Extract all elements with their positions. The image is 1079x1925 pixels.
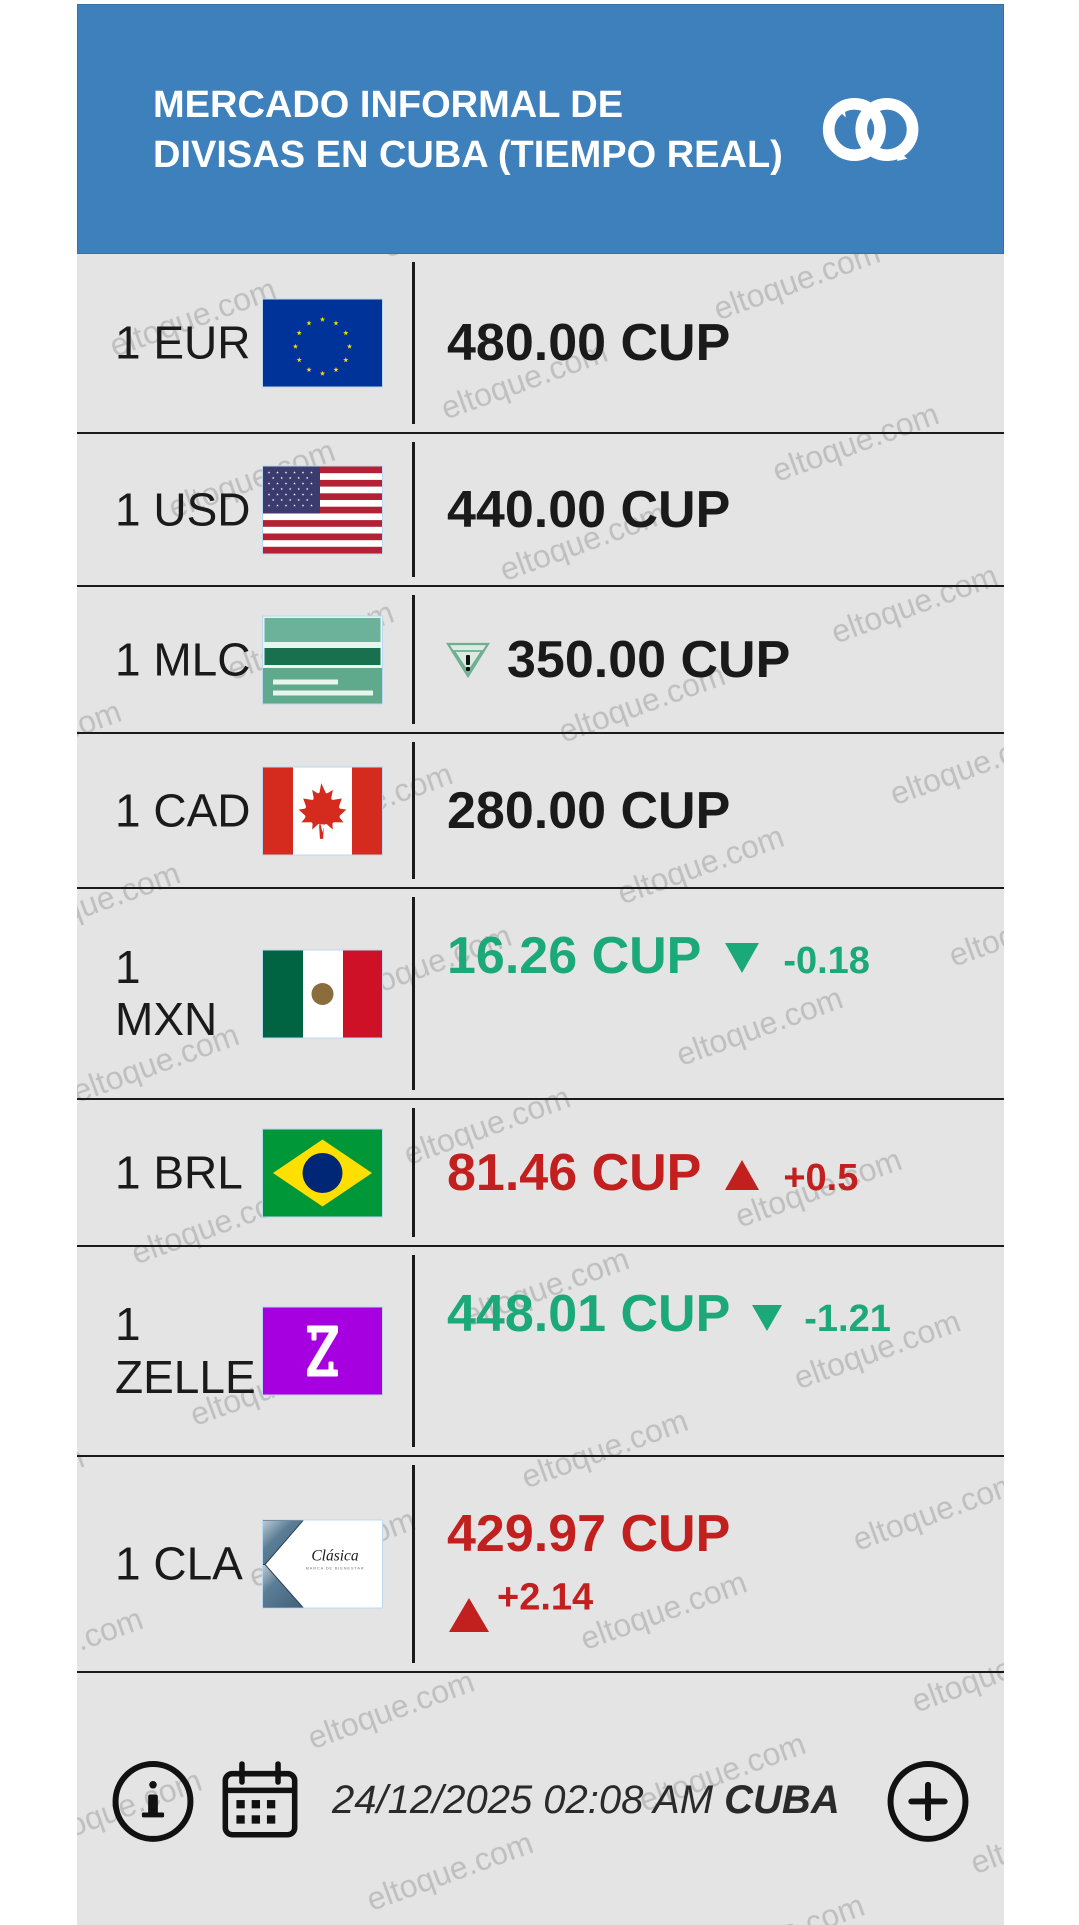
svg-text:MARCA DE BIENESTAR: MARCA DE BIENESTAR	[306, 1566, 365, 1571]
svg-text:Clásica: Clásica	[311, 1548, 359, 1565]
